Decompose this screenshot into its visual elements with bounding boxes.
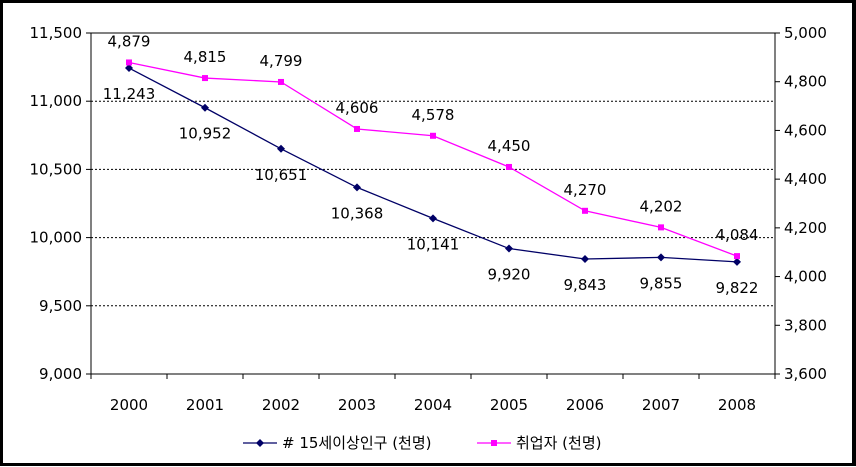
right-tick-label: 3,600 — [784, 365, 827, 383]
right-tick-label: 4,400 — [784, 170, 827, 188]
legend-label-employed: 취업자 (천명) — [516, 434, 601, 452]
x-tick-label: 2000 — [110, 396, 148, 414]
data-label: 4,799 — [260, 52, 303, 70]
data-label: 4,084 — [716, 226, 759, 244]
data-point-square — [278, 78, 284, 85]
left-tick-label: 9,500 — [39, 297, 82, 315]
data-label: 4,202 — [640, 197, 683, 215]
data-label: 11,243 — [103, 85, 156, 103]
x-tick-label: 2002 — [262, 396, 300, 414]
data-point-square — [354, 125, 360, 132]
x-axis-ticks: 2000 2001 2002 2003 2004 2005 2006 2007 2008 — [90, 374, 776, 414]
data-label: 10,141 — [407, 235, 460, 253]
data-labels: 11,243 10,952 10,651 10,368 10,141 9,920 9,843… — [103, 32, 759, 296]
left-tick-label: 10,000 — [30, 229, 83, 247]
right-tick-label: 4,600 — [784, 121, 827, 139]
legend-marker-square-icon — [491, 440, 497, 446]
right-axis-ticks: 3,600 3,800 4,000 4,200 4,400 4,600 4,800 5,000 — [775, 24, 827, 383]
data-point-square — [582, 207, 588, 214]
data-label: 9,843 — [564, 276, 607, 294]
left-tick-label: 11,000 — [30, 92, 83, 110]
data-label: 4,450 — [488, 137, 531, 155]
data-point-diamond — [277, 144, 285, 153]
data-point-diamond — [201, 103, 209, 112]
legend-marker-diamond-icon — [256, 439, 264, 447]
data-label: 10,368 — [331, 204, 384, 222]
data-point-diamond — [353, 183, 361, 192]
data-point-square — [658, 224, 664, 231]
data-label: 4,606 — [336, 99, 379, 117]
data-point-diamond — [657, 253, 665, 262]
x-tick-label: 2006 — [566, 396, 604, 414]
gridlines — [91, 100, 775, 307]
x-tick-label: 2005 — [490, 396, 528, 414]
data-label: 9,920 — [488, 266, 531, 284]
data-label: 10,952 — [179, 125, 232, 143]
data-label: 10,651 — [255, 166, 308, 184]
data-label: 4,879 — [108, 32, 151, 50]
data-point-diamond — [429, 214, 437, 223]
left-tick-label: 11,500 — [30, 24, 83, 42]
right-tick-label: 4,200 — [784, 219, 827, 237]
right-tick-label: 4,000 — [784, 268, 827, 286]
left-tick-label: 10,500 — [30, 160, 83, 178]
x-tick-label: 2001 — [186, 396, 224, 414]
line-chart: 9,000 9,500 10,000 10,500 11,000 11,500 3,600… — [30, 24, 827, 452]
data-point-diamond — [125, 64, 133, 73]
data-point-square — [734, 253, 740, 260]
plot-area — [90, 32, 776, 375]
legend: # 15세이상인구 (천명) 취업자 (천명) — [243, 434, 601, 452]
right-tick-label: 5,000 — [784, 24, 827, 42]
right-tick-label: 3,800 — [784, 316, 827, 334]
data-label: 9,855 — [640, 274, 683, 292]
data-point-diamond — [505, 244, 513, 253]
data-point-square — [506, 163, 512, 170]
data-label: 4,815 — [184, 48, 227, 66]
data-point-diamond — [733, 257, 741, 266]
data-point-diamond — [581, 255, 589, 264]
data-label: 4,578 — [412, 106, 455, 124]
data-point-square — [202, 75, 208, 82]
left-axis-ticks: 9,000 9,500 10,000 10,500 11,000 11,500 — [30, 24, 91, 383]
data-point-square — [126, 59, 132, 66]
data-point-square — [430, 132, 436, 139]
data-label: 4,270 — [564, 181, 607, 199]
series-layer — [125, 59, 741, 266]
data-label: 9,822 — [716, 279, 759, 297]
x-tick-label: 2004 — [414, 396, 452, 414]
x-tick-label: 2003 — [338, 396, 376, 414]
right-tick-label: 4,800 — [784, 73, 827, 91]
left-tick-label: 9,000 — [39, 365, 82, 383]
legend-label-population: # 15세이상인구 (천명) — [282, 434, 432, 452]
x-tick-label: 2008 — [718, 396, 756, 414]
x-tick-label: 2007 — [642, 396, 680, 414]
